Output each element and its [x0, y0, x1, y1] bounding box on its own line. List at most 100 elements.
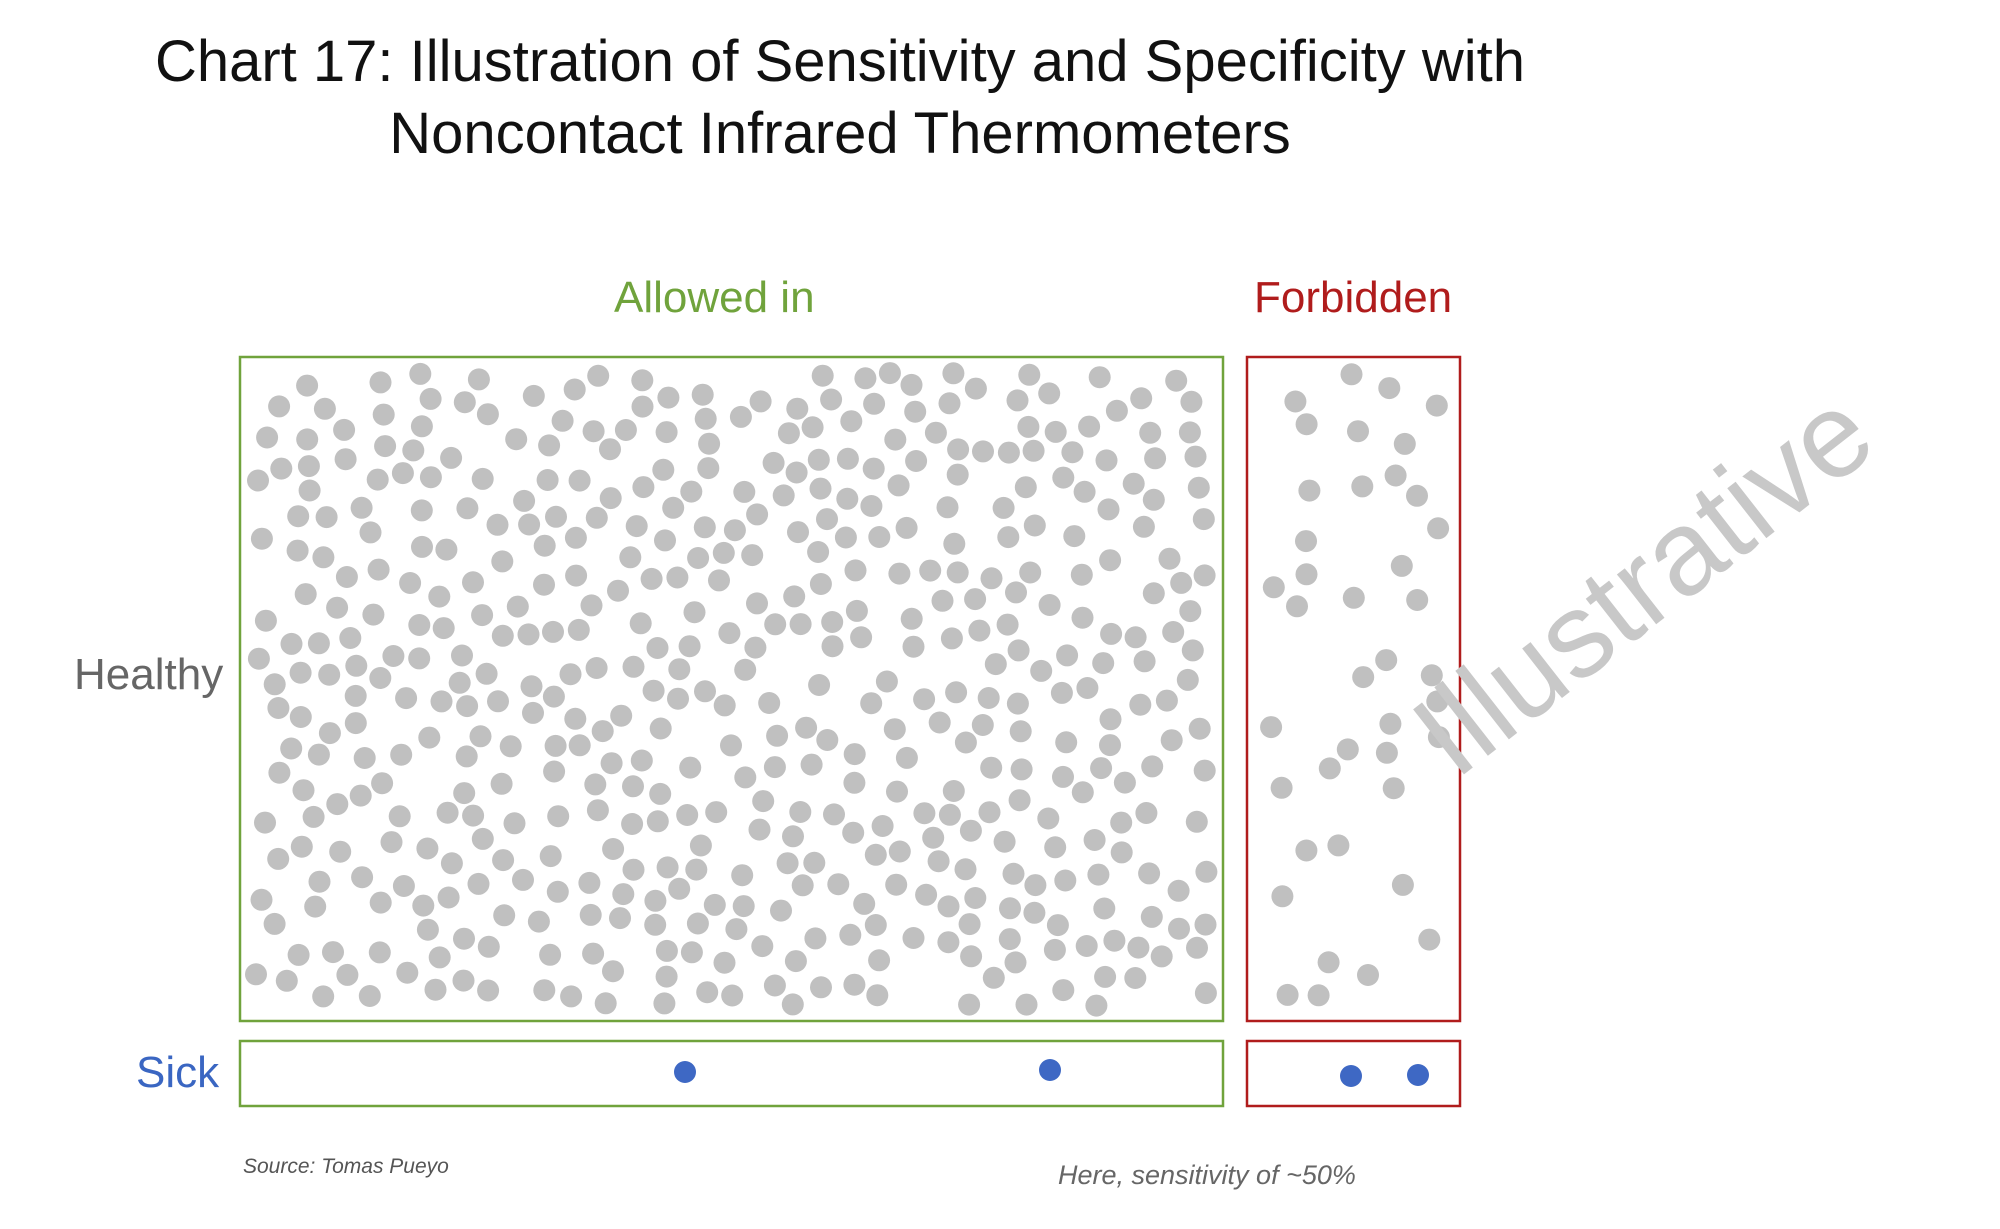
healthy-dot-allowed: [1193, 564, 1216, 587]
healthy-dot-allowed: [586, 799, 609, 822]
healthy-dot-allowed: [1099, 734, 1121, 757]
healthy-dot-allowed: [1092, 652, 1115, 675]
healthy-dot-allowed: [631, 369, 654, 392]
healthy-dot-allowed: [326, 793, 349, 816]
healthy-dot-allowed: [292, 779, 315, 802]
healthy-dot-allowed: [649, 782, 672, 805]
healthy-dot-allowed: [567, 618, 590, 641]
row-label-sick: Sick: [136, 1048, 220, 1097]
healthy-dot-allowed: [763, 974, 786, 997]
healthy-dot-allowed: [980, 756, 1003, 779]
healthy-dot-allowed: [1073, 480, 1096, 503]
healthy-dot-allowed: [913, 688, 936, 711]
healthy-dot-allowed: [339, 627, 362, 649]
healthy-dot-forbidden: [1262, 576, 1285, 599]
healthy-dot-allowed: [1019, 561, 1042, 584]
healthy-dot-allowed: [477, 935, 500, 958]
healthy-dot-allowed: [840, 410, 863, 433]
healthy-dot-allowed: [471, 604, 494, 627]
healthy-dot-forbidden: [1295, 839, 1318, 862]
healthy-dot-allowed: [1007, 639, 1030, 662]
healthy-dot-allowed: [958, 993, 981, 1016]
healthy-dot-allowed: [512, 868, 534, 891]
healthy-dot-allowed: [600, 752, 623, 775]
healthy-dot-allowed: [408, 614, 431, 636]
healthy-dot-allowed: [471, 827, 494, 850]
healthy-dot-allowed: [1094, 965, 1117, 988]
healthy-dot-allowed: [744, 636, 767, 659]
source-note: Source: Tomas Pueyo: [243, 1155, 449, 1178]
healthy-dot-allowed: [694, 407, 717, 430]
healthy-dot-allowed: [344, 684, 367, 707]
healthy-dot-allowed: [924, 421, 947, 444]
healthy-dot-allowed: [493, 904, 516, 927]
healthy-dot-allowed: [1139, 421, 1162, 444]
healthy-dot-allowed: [942, 362, 965, 385]
healthy-dot-allowed: [546, 880, 569, 903]
healthy-dot-allowed: [469, 725, 492, 748]
healthy-dot-forbidden: [1378, 377, 1401, 400]
healthy-dot-allowed: [610, 704, 633, 727]
healthy-dot-allowed: [662, 496, 685, 519]
healthy-dot-allowed: [440, 852, 463, 875]
healthy-dot-allowed: [821, 611, 844, 633]
healthy-dot-allowed: [1194, 913, 1217, 936]
healthy-dot-allowed: [419, 466, 442, 489]
healthy-dot-allowed: [256, 426, 279, 449]
healthy-dot-allowed: [428, 946, 451, 969]
healthy-dot-allowed: [304, 895, 327, 918]
healthy-dot-allowed: [1087, 863, 1110, 886]
healthy-dot-allowed: [287, 943, 310, 966]
healthy-dot-allowed: [614, 419, 637, 441]
healthy-dot-allowed: [676, 804, 699, 826]
healthy-dot-allowed: [599, 438, 621, 461]
healthy-dot-allowed: [839, 923, 862, 946]
healthy-dot-allowed: [687, 547, 710, 569]
healthy-dot-allowed: [809, 477, 832, 500]
healthy-dot-allowed: [564, 707, 587, 730]
healthy-dot-allowed: [563, 378, 586, 401]
healthy-dot-allowed: [913, 802, 936, 825]
healthy-dot-allowed: [900, 607, 923, 630]
chart-title: Chart 17: Illustration of Sensitivity an…: [0, 26, 1680, 170]
healthy-dot-allowed: [1170, 571, 1193, 594]
healthy-dot-allowed: [399, 572, 422, 594]
healthy-dot-allowed: [491, 624, 514, 647]
healthy-dot-allowed: [388, 805, 411, 828]
healthy-dot-allowed: [655, 939, 678, 962]
healthy-dot-forbidden: [1307, 984, 1330, 1007]
healthy-dot-allowed: [644, 889, 667, 912]
healthy-dot-allowed: [1076, 677, 1099, 699]
healthy-dot-allowed: [1070, 563, 1093, 586]
healthy-dot-allowed: [591, 720, 614, 743]
healthy-dot-allowed: [887, 474, 910, 497]
healthy-dot-allowed: [527, 910, 550, 933]
healthy-dot-allowed: [578, 871, 601, 894]
healthy-dot-allowed: [971, 714, 994, 736]
healthy-dot-allowed: [937, 895, 960, 918]
healthy-dot-allowed: [437, 886, 460, 909]
box-forbidden-healthy: [1245, 355, 1462, 1023]
healthy-dot-allowed: [410, 499, 433, 522]
healthy-dot-forbidden: [1351, 475, 1374, 498]
healthy-dot-allowed: [312, 546, 335, 569]
healthy-dot-allowed: [1100, 622, 1123, 645]
healthy-dot-allowed: [810, 976, 832, 999]
healthy-dot-allowed: [703, 893, 726, 916]
healthy-dot-allowed: [1110, 811, 1133, 834]
healthy-dot-allowed: [294, 583, 317, 606]
healthy-dot-forbidden: [1426, 690, 1449, 713]
healthy-dot-allowed: [448, 671, 471, 694]
healthy-dot-allowed: [977, 687, 1000, 709]
healthy-dot-allowed: [789, 613, 812, 636]
healthy-dot-allowed: [1005, 581, 1027, 604]
healthy-dot-allowed: [582, 420, 605, 443]
healthy-dot-allowed: [902, 635, 925, 658]
healthy-dot-allowed: [565, 564, 588, 587]
column-label-forbidden: Forbidden: [1254, 273, 1453, 322]
healthy-dot-allowed: [533, 573, 555, 596]
healthy-dot-allowed: [886, 780, 908, 803]
healthy-dot-allowed: [791, 874, 814, 897]
healthy-dot-allowed: [785, 461, 808, 484]
healthy-dot-allowed: [1071, 606, 1094, 629]
